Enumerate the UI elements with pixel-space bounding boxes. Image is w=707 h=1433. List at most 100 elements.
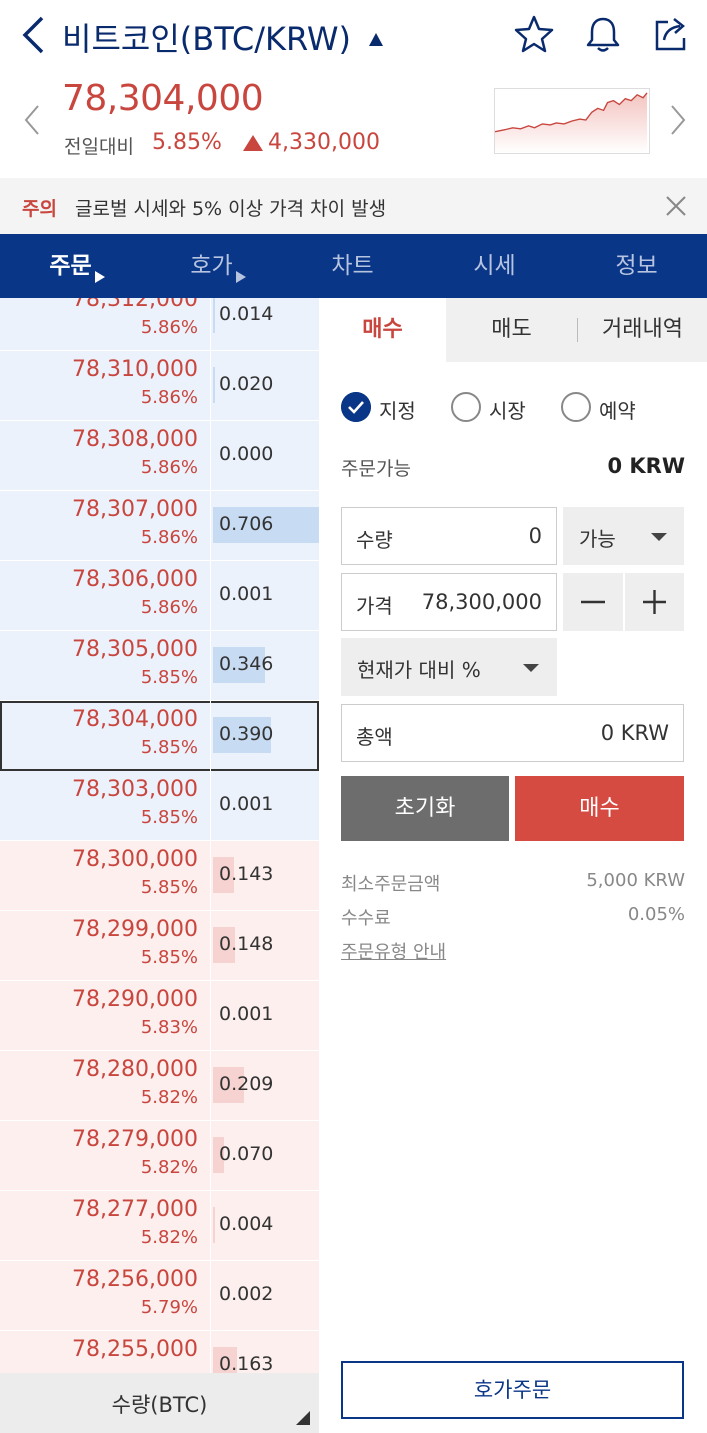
volume-bar (213, 1347, 237, 1373)
price-decrease-button[interactable] (563, 573, 623, 631)
tab-hoga-label: 호가 (190, 253, 233, 279)
price-cell[interactable]: 78,279,000 5.82% (0, 1121, 211, 1191)
tab-buy[interactable]: 매수 (319, 298, 446, 362)
total-label: 총액 (356, 725, 393, 749)
close-icon[interactable] (664, 194, 688, 218)
title-dropdown-caret-icon[interactable] (369, 33, 383, 46)
volume-bar (213, 647, 265, 683)
row-price: 78,290,000 (72, 987, 198, 1012)
row-price: 78,279,000 (72, 1127, 198, 1152)
quantity-ratio-select[interactable]: 가능 (563, 507, 684, 565)
row-change-percent: 5.86% (140, 317, 198, 338)
price-cell[interactable]: 78,305,000 5.85% (0, 631, 211, 701)
order-book-row[interactable]: 78,290,000 5.83% 0.001 (0, 981, 319, 1051)
total-value: 0 KRW (600, 721, 669, 745)
price-field[interactable]: 가격 78,300,000 (341, 573, 557, 631)
row-quantity: 0.706 (219, 513, 274, 535)
tab-hoga[interactable]: 호가 (141, 234, 282, 298)
row-quantity: 0.001 (219, 1003, 274, 1025)
order-type-reserve-label: 예약 (599, 399, 636, 423)
quantity-ratio-value: 가능 (579, 527, 616, 551)
order-tab-bar: 매수 매도 거래내역 (319, 298, 707, 362)
price-cell[interactable]: 78,303,000 5.85% (0, 771, 211, 841)
order-book-row[interactable]: 78,255,000 0.163 (0, 1331, 319, 1373)
order-book-row[interactable]: 78,308,000 5.86% 0.000 (0, 421, 319, 491)
row-price: 78,255,000 (72, 1337, 198, 1362)
order-book-row[interactable]: 78,307,000 5.86% 0.706 (0, 491, 319, 561)
row-price: 78,312,000 (72, 298, 198, 312)
order-book-row[interactable]: 78,277,000 5.82% 0.004 (0, 1191, 319, 1261)
order-book-row[interactable]: 78,279,000 5.82% 0.070 (0, 1121, 319, 1191)
row-quantity: 0.163 (219, 1353, 274, 1373)
order-book-row[interactable]: 78,306,000 5.86% 0.001 (0, 561, 319, 631)
price-cell[interactable]: 78,308,000 5.86% (0, 421, 211, 491)
tab-market[interactable]: 시세 (424, 234, 565, 298)
price-value: 78,300,000 (421, 590, 542, 614)
page-title[interactable]: 비트코인(BTC/KRW) (62, 20, 352, 58)
tab-info[interactable]: 정보 (566, 234, 707, 298)
tab-separator (577, 318, 578, 342)
reset-button[interactable]: 초기화 (341, 776, 509, 841)
total-field[interactable]: 총액 0 KRW (341, 704, 684, 762)
row-quantity: 0.001 (219, 583, 274, 605)
hoga-order-button[interactable]: 호가주문 (341, 1361, 684, 1419)
price-cell[interactable]: 78,306,000 5.86% (0, 561, 211, 631)
price-cell[interactable]: 78,312,000 5.86% (0, 298, 211, 351)
percent-select-value: 현재가 대비 % (357, 658, 481, 682)
price-cell[interactable]: 78,304,000 5.85% (0, 701, 211, 771)
order-book-row[interactable]: 78,312,000 5.86% 0.014 (0, 298, 319, 351)
row-change-percent: 5.85% (140, 947, 198, 968)
order-book-row[interactable]: 78,280,000 5.82% 0.209 (0, 1051, 319, 1121)
row-change-percent: 5.82% (140, 1087, 198, 1108)
tab-history[interactable]: 거래내역 (602, 317, 683, 342)
price-cell[interactable]: 78,280,000 5.82% (0, 1051, 211, 1121)
order-type-guide-link[interactable]: 주문유형 안내 (341, 942, 447, 963)
share-icon[interactable] (652, 14, 692, 54)
app-header: 비트코인(BTC/KRW) (0, 0, 707, 70)
price-cell[interactable]: 78,310,000 5.86% (0, 351, 211, 421)
next-coin-icon[interactable] (668, 102, 688, 138)
row-quantity: 0.346 (219, 653, 274, 675)
plus-icon (643, 590, 666, 614)
price-cell[interactable]: 78,307,000 5.86% (0, 491, 211, 561)
row-quantity: 0.000 (219, 443, 274, 465)
price-cell[interactable]: 78,299,000 5.85% (0, 911, 211, 981)
order-book-row[interactable]: 78,303,000 5.85% 0.001 (0, 771, 319, 841)
row-change-percent: 5.86% (140, 527, 198, 548)
order-book-row[interactable]: 78,310,000 5.86% 0.020 (0, 351, 319, 421)
tab-order[interactable]: 주문 (0, 234, 141, 298)
change-label: 전일대비 (64, 136, 134, 158)
price-cell[interactable]: 78,277,000 5.82% (0, 1191, 211, 1261)
order-book-row[interactable]: 78,305,000 5.85% 0.346 (0, 631, 319, 701)
tab-sell[interactable]: 매도 (491, 317, 532, 342)
prev-coin-icon[interactable] (22, 102, 42, 138)
available-value: 0 KRW (607, 454, 685, 478)
row-price: 78,300,000 (72, 847, 198, 872)
order-book-row[interactable]: 78,256,000 5.79% 0.002 (0, 1261, 319, 1331)
tab-chart[interactable]: 차트 (282, 234, 423, 298)
order-type-limit-label: 지정 (379, 399, 416, 423)
back-arrow-icon[interactable] (18, 14, 48, 56)
order-book-row[interactable]: 78,299,000 5.85% 0.148 (0, 911, 319, 981)
price-cell[interactable]: 78,256,000 5.79% (0, 1261, 211, 1331)
buy-button[interactable]: 매수 (515, 776, 684, 841)
star-icon[interactable] (514, 14, 554, 54)
row-price: 78,277,000 (72, 1197, 198, 1222)
row-change-percent: 5.85% (140, 877, 198, 898)
minus-icon (581, 600, 605, 604)
radio-icon (561, 392, 591, 422)
price-cell[interactable]: 78,300,000 5.85% (0, 841, 211, 911)
price-cell[interactable]: 78,255,000 (0, 1331, 211, 1373)
volume-bar (213, 857, 234, 893)
percent-select[interactable]: 현재가 대비 % (341, 638, 557, 696)
row-quantity: 0.070 (219, 1143, 274, 1165)
order-book-row[interactable]: 78,300,000 5.85% 0.143 (0, 841, 319, 911)
order-book-row-current[interactable]: 78,304,000 5.85% 0.390 (0, 701, 319, 771)
price-increase-button[interactable] (625, 573, 684, 631)
order-book-footer[interactable]: 수량(BTC) (0, 1373, 319, 1433)
notice-tag: 주의 (22, 198, 57, 220)
bell-icon[interactable] (583, 14, 623, 54)
price-cell[interactable]: 78,290,000 5.83% (0, 981, 211, 1051)
mini-price-chart[interactable] (494, 88, 650, 154)
quantity-field[interactable]: 수량 0 (341, 507, 557, 565)
